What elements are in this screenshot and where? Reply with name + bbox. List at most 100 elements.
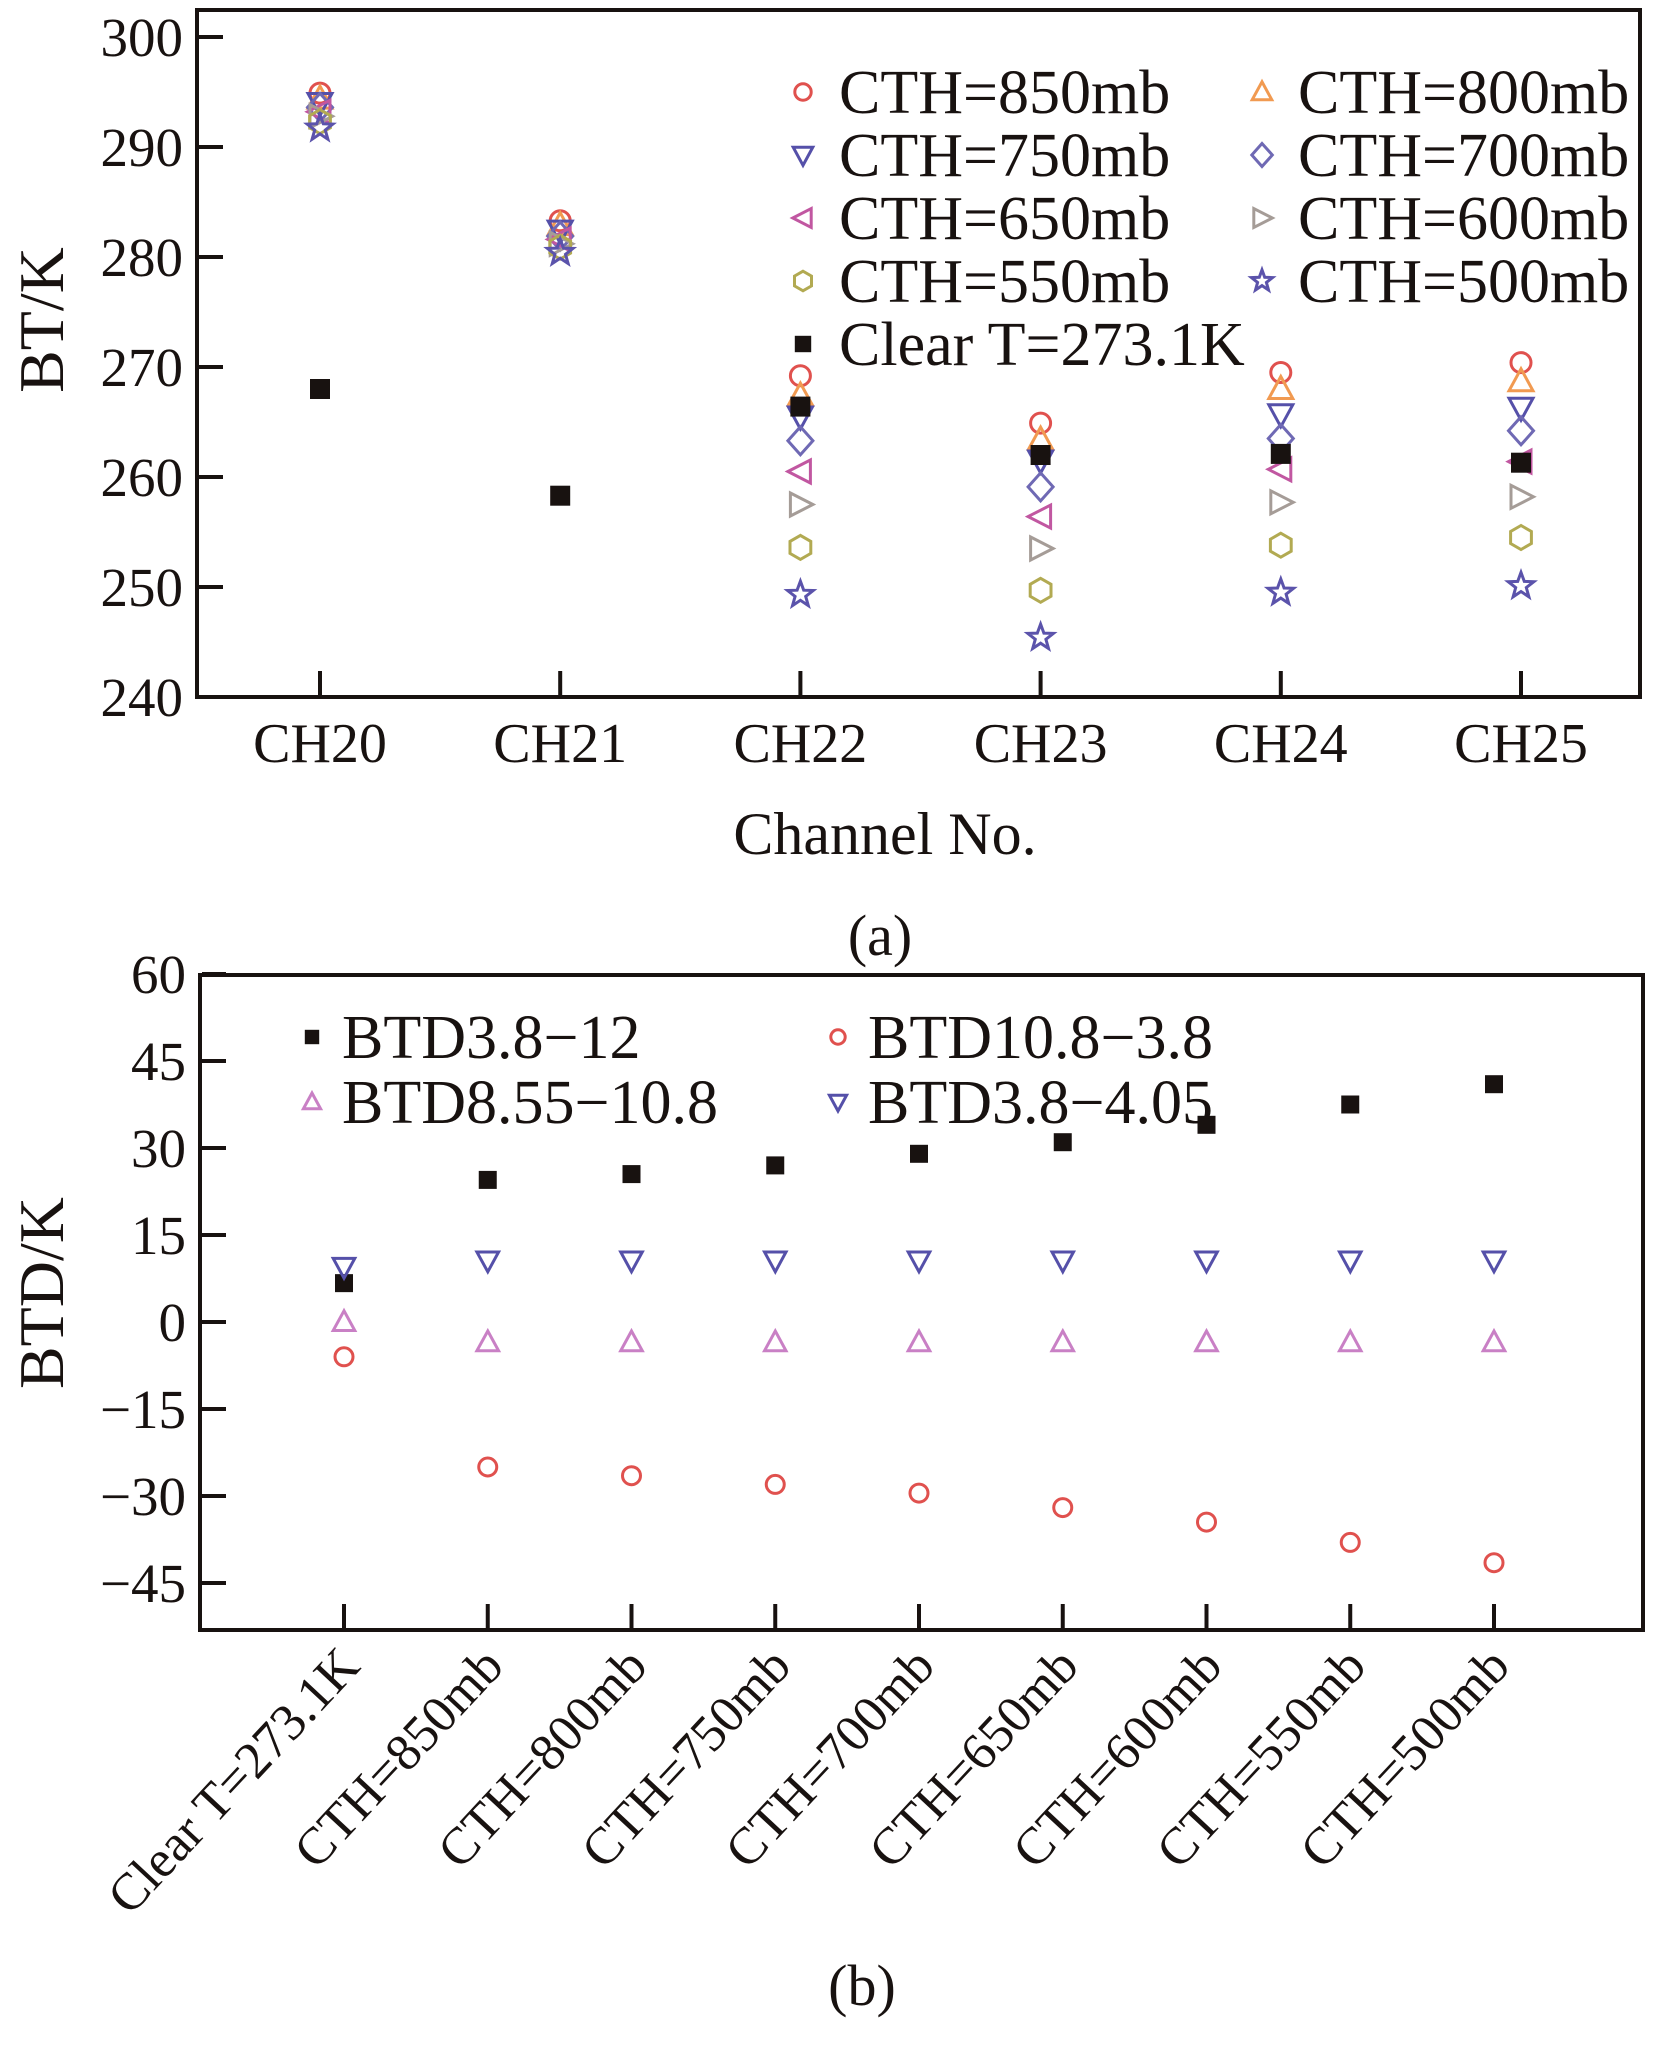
data-point-circle [477,1456,499,1478]
legend-marker-square-filled [794,335,812,353]
legend-marker-diamond [1249,141,1275,169]
data-point-triangle-down [1480,1250,1508,1275]
y-tick-label: −15 [100,1379,186,1440]
data-point-triangle-left [1024,502,1053,531]
data-point-triangle-left [784,457,812,486]
y-tick-label: 45 [131,1031,186,1092]
data-point-triangle-right [788,490,817,519]
x-category-label: CH21 [493,713,627,775]
data-point-hexagon [1028,576,1053,605]
data-point-triangle-up [761,1327,789,1353]
data-point-circle [1196,1511,1217,1533]
plot-frame-a [195,8,1642,699]
data-point-square-filled [1341,1095,1360,1114]
y-tick-label: 270 [101,337,184,398]
data-point-triangle-up [905,1327,933,1353]
y-tick-label: 0 [159,1292,187,1353]
data-point-hexagon [788,533,813,562]
y-tick-label: 240 [101,667,184,728]
data-point-star [1263,574,1298,607]
legend-label: CTH=650mb [839,185,1170,253]
y-tick-label: 280 [101,227,184,288]
data-point-circle [621,1465,642,1487]
data-point-star [1504,568,1538,601]
legend-marker-circle [829,1028,847,1046]
legend-label: BTD3.8−4.05 [868,1069,1213,1137]
panel-b-y-axis-title: BTD/K [6,1197,77,1389]
data-point-triangle-up [1506,365,1536,393]
data-point-square-filled [310,379,330,399]
y-tick-label: −45 [100,1553,186,1614]
data-point-triangle-down [1506,396,1536,424]
data-point-circle [1029,411,1053,435]
legend-marker-triangle-up [1249,78,1275,102]
x-category-label: CH20 [253,713,387,775]
data-point-diamond [1506,414,1536,448]
legend-marker-circle [793,82,813,102]
data-point-triangle-up [1336,1327,1364,1353]
data-point-triangle-down [905,1250,933,1275]
data-point-diamond [785,424,815,457]
data-point-circle [333,1346,355,1368]
legend-marker-triangle-right [1252,206,1276,230]
legend-marker-triangle-down [790,145,816,169]
data-point-square-filled [790,396,811,417]
data-point-triangle-right [1029,534,1057,563]
data-point-square-filled [622,1165,641,1184]
legend-marker-triangle-up [300,1089,324,1111]
data-point-triangle-down [1049,1250,1077,1275]
data-point-square-filled [1511,452,1531,473]
y-tick-label: 15 [131,1205,186,1266]
y-tick-label: 60 [131,944,186,1005]
data-point-diamond [1026,470,1056,504]
legend-label: CTH=850mb [839,59,1170,127]
data-point-triangle-up [1266,373,1296,400]
data-point-circle [1339,1531,1361,1553]
data-point-triangle-right [1269,488,1297,517]
y-tick-label: 290 [101,117,184,178]
data-point-circle [764,1473,786,1495]
panel-b-letter: (b) [828,1953,896,2018]
legend-label: CTH=700mb [1298,122,1629,190]
legend-label: BTD10.8−3.8 [868,1004,1213,1072]
data-point-triangle-up [1480,1327,1508,1353]
data-point-square-filled [335,1274,353,1293]
legend-marker-hexagon [793,269,813,293]
x-category-label: CH25 [1454,713,1588,775]
data-point-triangle-down [330,1256,358,1282]
data-point-circle [1509,351,1533,375]
panel-a-letter: (a) [847,903,913,968]
data-point-hexagon [1509,523,1533,552]
legend-marker-star [1247,265,1277,294]
data-point-triangle-up [474,1327,502,1353]
x-category-label: CH23 [974,713,1108,775]
legend-marker-triangle-down [826,1093,850,1115]
data-point-circle [1483,1552,1505,1574]
data-point-triangle-down [618,1250,645,1275]
data-point-star [303,110,337,143]
data-point-square-filled [1197,1115,1216,1134]
data-point-triangle-down [1193,1250,1220,1275]
plot-frame-b [198,973,1645,1632]
panel-a-y-axis-title: BT/K [6,247,77,393]
data-point-triangle-down [474,1250,502,1275]
data-point-circle [908,1482,930,1504]
legend-label: CTH=750mb [839,122,1170,190]
data-point-square-filled [1485,1075,1503,1094]
data-point-hexagon [1268,531,1293,559]
data-point-star [1023,619,1058,653]
legend-label: CTH=550mb [839,248,1170,316]
data-point-triangle-up [1193,1327,1220,1353]
data-point-circle [1052,1497,1074,1519]
legend-marker-square-filled [304,1029,320,1045]
data-point-triangle-up [1049,1327,1077,1353]
y-tick-label: 300 [101,7,184,68]
x-category-label: Clear T=273.1K [97,1637,371,1925]
data-point-star [543,234,578,268]
data-point-star [783,576,818,610]
data-point-square-filled [1053,1133,1072,1152]
data-point-triangle-down [1336,1250,1364,1275]
data-point-square-filled [1270,443,1291,464]
y-tick-label: 250 [101,557,184,618]
